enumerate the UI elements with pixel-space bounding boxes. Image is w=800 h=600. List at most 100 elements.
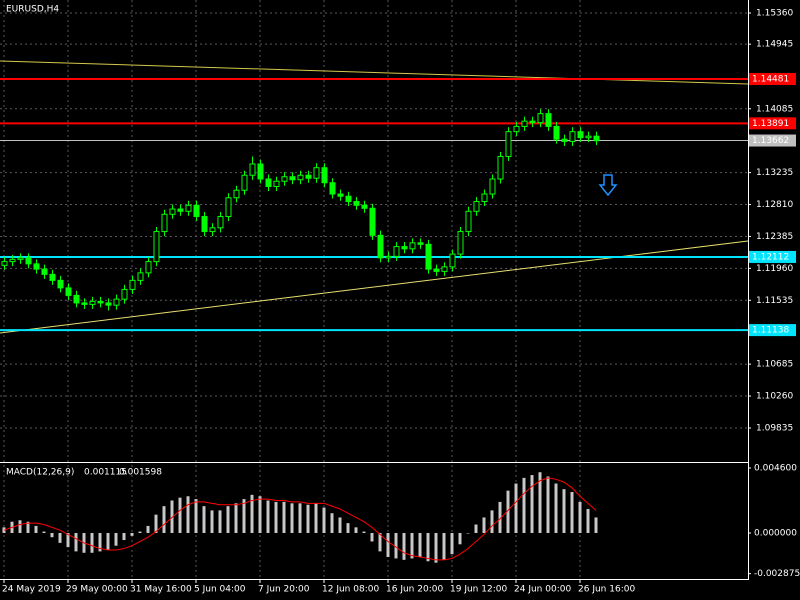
indicator-value: 0.001598 (119, 468, 162, 478)
macd-bar (298, 503, 302, 534)
macd-bar (146, 525, 150, 534)
candle-body (41, 268, 48, 275)
candle-body (521, 120, 528, 127)
macd-bar (122, 533, 126, 541)
macd-bar (202, 506, 206, 534)
candle-body (393, 246, 400, 257)
candle-body (353, 201, 360, 206)
candle-body (545, 113, 552, 127)
y-tick-label: -0.002875 (754, 569, 800, 579)
macd-bar (354, 527, 358, 534)
macd-bar (466, 533, 470, 534)
macd-bar (322, 507, 326, 534)
y-tick-label: 0.000000 (754, 529, 797, 539)
price-tag-label: 1.12112 (752, 252, 789, 262)
candle-body (313, 167, 320, 179)
price-tag-label: 1.14481 (752, 75, 789, 85)
macd-bar (434, 533, 438, 563)
macd-bar (546, 476, 550, 534)
candle-body (457, 231, 464, 255)
candle-body (209, 227, 216, 233)
macd-bar (522, 477, 526, 534)
x-tick-label: 16 Jun 20:00 (386, 585, 443, 595)
candle-body (153, 231, 160, 263)
macd-bar (306, 504, 310, 534)
macd-bar (538, 472, 542, 534)
y-tick-label: 0.004600 (754, 463, 797, 473)
candle-body (9, 258, 16, 263)
price-tag-label: 1.11138 (752, 326, 789, 336)
macd-bar (282, 501, 286, 534)
macd-bar (42, 531, 46, 534)
macd-bar (490, 510, 494, 534)
candle-body (81, 302, 88, 305)
candle-body (513, 125, 520, 133)
x-tick-label: 5 Jun 04:00 (194, 585, 246, 595)
candle-body (49, 273, 56, 281)
indicator-value: 0.001115 (84, 468, 127, 478)
macd-bar (554, 483, 558, 534)
x-tick-label: 19 Jun 12:00 (450, 585, 507, 595)
candle-body (169, 208, 176, 215)
macd-bar (26, 521, 30, 534)
candle-body (65, 287, 72, 296)
candle-body (385, 255, 392, 259)
candle-body (305, 174, 312, 179)
macd-bar (186, 496, 190, 534)
x-tick-label: 7 Jun 20:00 (258, 585, 310, 595)
indicator-title: MACD(12,26,9) (6, 468, 74, 478)
candle-body (449, 253, 456, 268)
macd-bar (138, 531, 142, 534)
macd-bar (290, 503, 294, 534)
macd-bar (370, 533, 374, 542)
macd-bar (98, 533, 102, 552)
y-tick-label: 1.13235 (756, 168, 793, 178)
candle-body (89, 300, 96, 305)
macd-bar (346, 523, 350, 534)
candle-body (537, 113, 544, 124)
trend-line (0, 60, 749, 85)
candle-body (193, 204, 200, 218)
candle-body (161, 213, 168, 233)
candle-body (577, 131, 584, 139)
x-tick-label: 12 Jun 08:00 (322, 585, 379, 595)
labels: 1.15360 1.14945 1.14085 1.13235 1.12810 1.123… (2, 8, 800, 594)
macd-bar (218, 510, 222, 534)
candle-body (401, 246, 408, 250)
macd-bar (154, 514, 158, 534)
candle-body (561, 138, 568, 142)
macd-bar (442, 533, 446, 560)
candle-body (265, 178, 272, 187)
candle-body (201, 216, 208, 233)
candle-body (281, 176, 288, 182)
candle-body (177, 208, 184, 212)
macd-bar (114, 533, 118, 546)
candle-body (257, 163, 264, 180)
signal-line (3, 477, 597, 561)
price-tag (749, 117, 796, 130)
macd-bar (106, 533, 110, 550)
candle-body (105, 302, 112, 306)
y-tick-label: 1.14085 (756, 104, 793, 114)
macd-bar (570, 492, 574, 534)
candle-body (361, 204, 368, 209)
candle-body (57, 279, 64, 289)
candle-body (553, 125, 560, 140)
candle-body (33, 263, 40, 270)
macd-bar (458, 533, 462, 545)
macd-bar (450, 533, 454, 555)
macd-bar (402, 533, 406, 560)
macd-bar (410, 533, 414, 559)
macd-bar (426, 533, 430, 562)
macd-bar (386, 533, 390, 558)
candle-body (337, 193, 344, 197)
candle-body (185, 204, 192, 212)
candle-body (569, 131, 576, 142)
macd-bar (18, 520, 22, 534)
candle-body (345, 195, 352, 203)
macd-bar (474, 524, 478, 534)
candle-body (489, 178, 496, 195)
candle-body (593, 135, 600, 142)
candle-body (409, 242, 416, 250)
macd-bar (482, 517, 486, 534)
